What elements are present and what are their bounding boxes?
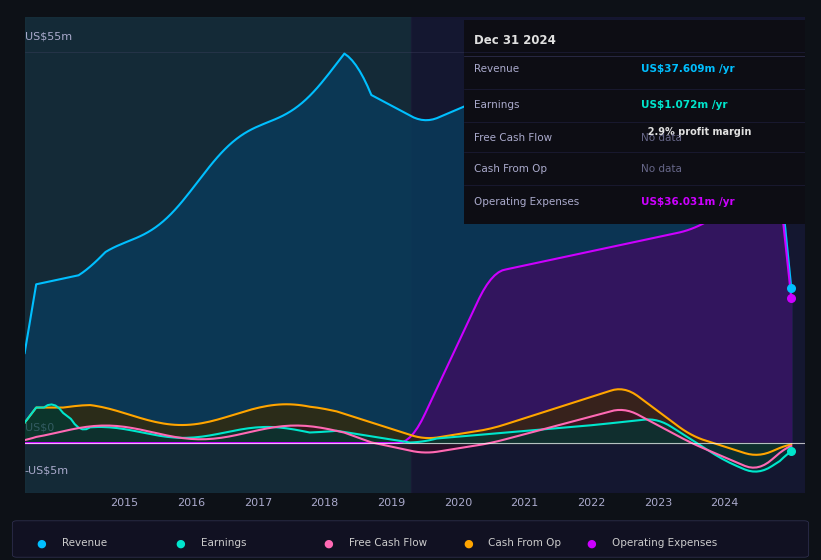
Text: No data: No data (641, 133, 682, 143)
Text: Operating Expenses: Operating Expenses (612, 538, 717, 548)
Text: Earnings: Earnings (201, 538, 246, 548)
Text: ●: ● (586, 538, 596, 548)
Text: ●: ● (586, 538, 596, 548)
Text: Revenue: Revenue (62, 538, 107, 548)
Text: ●: ● (176, 538, 186, 548)
Text: No data: No data (641, 164, 682, 174)
Text: Cash From Op: Cash From Op (488, 538, 562, 548)
Text: US$0: US$0 (25, 422, 54, 432)
Text: Operating Expenses: Operating Expenses (474, 197, 580, 207)
Text: ●: ● (463, 538, 473, 548)
Text: ●: ● (323, 538, 333, 548)
Text: US$37.609m /yr: US$37.609m /yr (641, 64, 735, 74)
Point (785, 293, 798, 302)
Text: Free Cash Flow: Free Cash Flow (349, 538, 427, 548)
Text: Cash From Op: Cash From Op (474, 164, 547, 174)
Point (785, 447, 798, 456)
Text: Dec 31 2024: Dec 31 2024 (474, 34, 556, 46)
Bar (25, 17, 411, 493)
Text: Cash From Op: Cash From Op (488, 538, 562, 548)
Text: US$55m: US$55m (25, 32, 71, 41)
Text: US$1.072m /yr: US$1.072m /yr (641, 100, 727, 110)
Text: Operating Expenses: Operating Expenses (612, 538, 717, 548)
Text: ●: ● (176, 538, 186, 548)
Text: 2.9% profit margin: 2.9% profit margin (641, 127, 751, 137)
Text: ●: ● (36, 538, 46, 548)
Text: Free Cash Flow: Free Cash Flow (474, 133, 553, 143)
Text: Revenue: Revenue (62, 538, 107, 548)
Text: US$36.031m /yr: US$36.031m /yr (641, 197, 735, 207)
Text: Free Cash Flow: Free Cash Flow (349, 538, 427, 548)
Point (785, 283, 798, 292)
Text: Earnings: Earnings (474, 100, 520, 110)
Text: Revenue: Revenue (474, 64, 519, 74)
Bar (411, 17, 805, 493)
Text: ●: ● (323, 538, 333, 548)
Text: Earnings: Earnings (201, 538, 246, 548)
Text: ●: ● (463, 538, 473, 548)
Text: -US$5m: -US$5m (25, 465, 69, 475)
Text: ●: ● (36, 538, 46, 548)
